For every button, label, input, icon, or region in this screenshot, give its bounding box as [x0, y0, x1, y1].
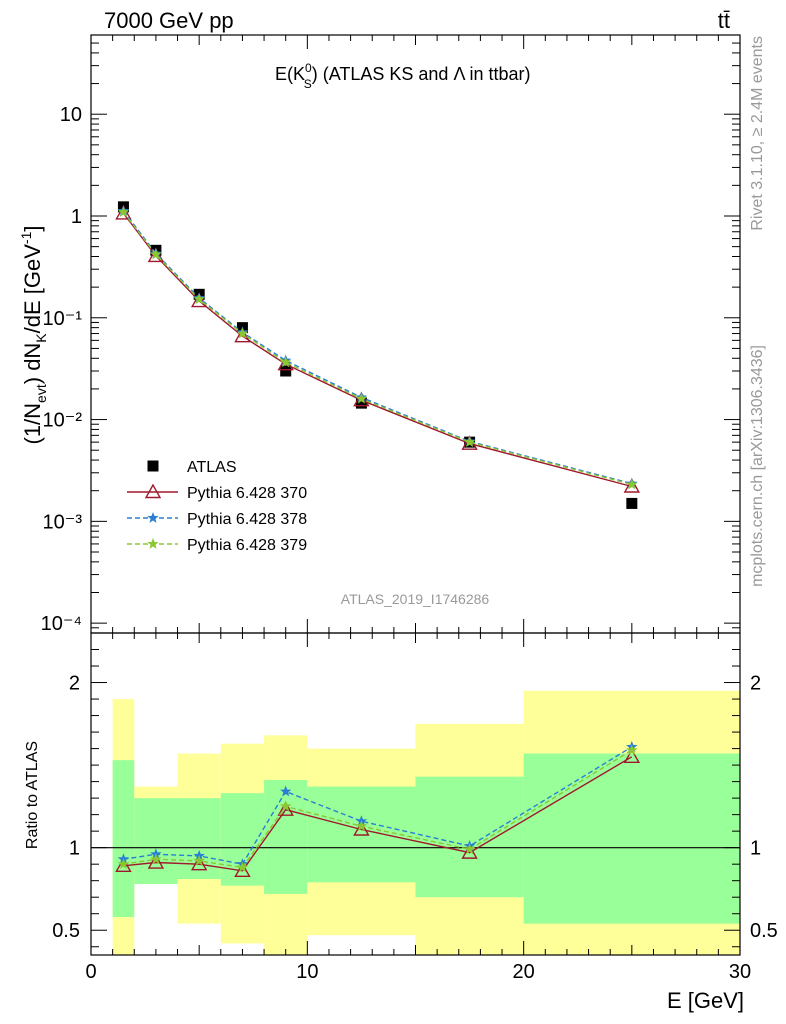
y-tick-label: 10⁻¹ — [43, 308, 83, 330]
legend-entry: Pythia 6.428 370 — [127, 483, 307, 502]
data-point — [280, 356, 292, 368]
axes-frames: 0 10 20 30 10 1 10⁻¹ 10⁻² 10⁻³ 10⁻⁴ 0.5 0.5 1 1 2 2 — [41, 34, 778, 983]
ratio-point — [353, 821, 370, 836]
legend-marker — [147, 460, 159, 472]
series-line — [122, 210, 632, 485]
series-pythia-6-428-379 — [117, 206, 638, 490]
ratio-y-tick-label: 0.5 — [52, 920, 80, 942]
ratio-point — [277, 801, 294, 816]
analysis-watermark: ATLAS_2019_I1746286 — [341, 591, 490, 607]
rivet-label: Rivet 3.1.10, ≥ 2.4M events — [749, 36, 766, 231]
main-title: E(K0 S) (ATLAS KS and Λ in ttbar) — [275, 61, 531, 91]
green-band — [264, 779, 308, 894]
ratio-point — [355, 820, 368, 832]
ratio-point — [115, 857, 132, 873]
data-point — [355, 397, 367, 409]
ratio-point — [150, 853, 162, 865]
ratio-series-pythia-6-428-379 — [117, 744, 638, 873]
legend-label: Pythia 6.428 370 — [187, 485, 307, 502]
x-tick-label: 30 — [729, 961, 751, 983]
data-point — [280, 365, 292, 377]
legend-entry: Pythia 6.428 378 — [127, 511, 307, 528]
legend-label: Pythia 6.428 378 — [187, 511, 307, 528]
ratio-y-tick-label-right: 2 — [750, 673, 761, 695]
data-point — [623, 478, 641, 493]
legend-label: Pythia 6.428 379 — [187, 537, 307, 554]
green-band — [177, 798, 221, 880]
ratio-point — [193, 854, 205, 866]
data-point — [355, 392, 368, 404]
data-point — [150, 248, 162, 260]
y-tick-label: 10⁻³ — [43, 511, 83, 533]
series-line — [122, 211, 632, 486]
legend-label: ATLAS — [187, 459, 237, 476]
ratio-point — [280, 785, 292, 797]
data-point — [117, 206, 130, 217]
ratio-point — [280, 800, 292, 812]
series-line — [122, 212, 632, 488]
header-left: 7000 GeV pp — [104, 8, 234, 33]
ratio-y-tick-label: 2 — [69, 673, 80, 695]
y-tick-label: 1 — [71, 206, 82, 228]
ratio-point — [623, 748, 641, 764]
legend-marker — [144, 483, 162, 499]
data-point — [463, 436, 476, 447]
ratio-point — [236, 861, 249, 873]
ratio-y-tick-label-right: 0.5 — [750, 920, 778, 942]
ratio-line — [123, 749, 633, 869]
data-point — [115, 204, 132, 220]
header-right: tt̄ — [718, 8, 730, 33]
ratio-point — [626, 744, 638, 756]
data-point — [626, 478, 638, 490]
data-point — [147, 247, 165, 263]
mcplots-label: mcplots.cern.ch [arXiv:1306.3436] — [749, 345, 766, 587]
ratio-point — [147, 854, 165, 869]
data-point — [193, 293, 205, 305]
ratio-line — [123, 756, 633, 872]
data-point — [190, 292, 208, 308]
ratio-y-tick-label-right: 1 — [750, 838, 761, 860]
ratio-ylabel: Ratio to ATLAS — [24, 741, 41, 849]
legend: ATLAS Pythia 6.428 370 Pythia 6.428 378 Pyt… — [127, 459, 307, 554]
legend-entry: Pythia 6.428 379 — [127, 537, 307, 554]
ratio-panel — [91, 740, 740, 877]
data-point — [236, 327, 249, 339]
data-point — [626, 497, 638, 509]
green-band — [134, 798, 178, 884]
green-band — [523, 753, 740, 924]
ratio-point — [463, 843, 476, 855]
ratio-point — [117, 858, 130, 869]
ratio-line — [123, 746, 633, 865]
green-band — [112, 760, 135, 918]
ratio-point — [234, 862, 251, 877]
green-band — [415, 776, 524, 898]
main-panel — [115, 201, 641, 509]
y-tick-label: 10 — [60, 104, 82, 126]
svg-text:(1/Nevt) dNK/dE [GeV-1]: (1/Nevt) dNK/dE [GeV-1] — [18, 225, 49, 444]
ratio-point — [190, 855, 208, 871]
main-ylabel: (1/Nevt) dNK/dE [GeV-1] — [18, 225, 49, 444]
x-tick-label: 10 — [296, 961, 318, 983]
xlabel: E [GeV] — [667, 988, 744, 1013]
legend-marker — [147, 512, 159, 523]
ratio-uncertainty-bands — [112, 690, 740, 955]
ratio-series-pythia-6-428-370 — [115, 748, 641, 877]
x-tick-label: 20 — [513, 961, 535, 983]
y-tick-label: 10⁻⁴ — [41, 613, 82, 635]
ratio-y-tick-label: 1 — [69, 838, 80, 860]
legend-entry: ATLAS — [147, 459, 237, 476]
data-point — [234, 327, 251, 343]
ratio-point — [461, 844, 478, 859]
green-band — [220, 793, 265, 886]
x-tick-label: 0 — [85, 961, 96, 983]
data-point — [353, 391, 370, 407]
y-tick-label: 10⁻² — [43, 410, 83, 432]
series-pythia-6-428-378 — [117, 205, 638, 489]
series-pythia-6-428-370 — [115, 204, 641, 493]
legend-marker — [147, 538, 159, 549]
